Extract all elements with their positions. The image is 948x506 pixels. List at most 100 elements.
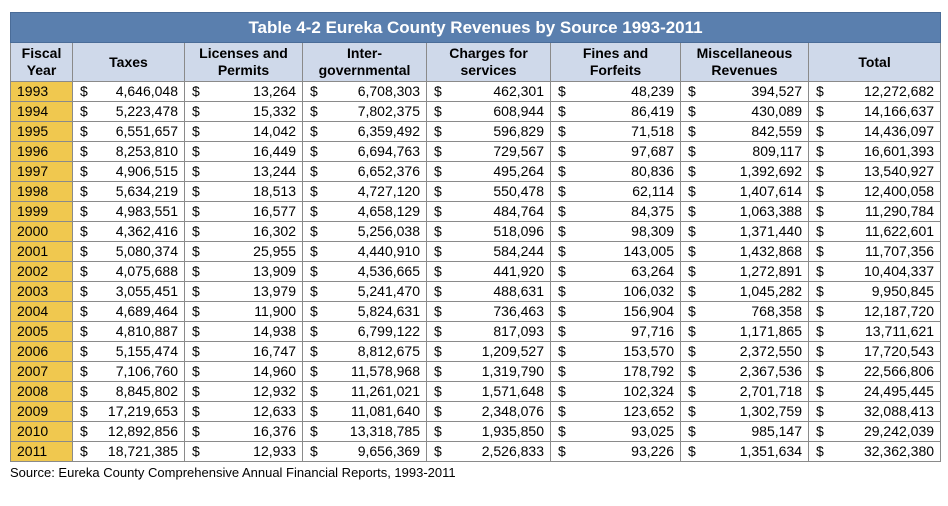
- amount-value: $11,900: [185, 302, 302, 321]
- amount-number: 17,219,653: [107, 403, 178, 419]
- amount-cell: $13,264: [184, 81, 303, 102]
- amount-number: 10,404,337: [863, 263, 935, 279]
- column-header-line: services: [460, 62, 517, 78]
- currency-symbol: $: [80, 363, 88, 379]
- amount-cell: $842,559: [680, 121, 809, 142]
- amount-cell: $1,319,790: [426, 361, 551, 382]
- amount-cell: $14,436,097: [807, 121, 942, 142]
- currency-symbol: $: [434, 323, 442, 339]
- amount-value: $17,219,653: [73, 402, 184, 421]
- amount-number: 1,209,527: [481, 343, 544, 359]
- amount-number: 98,309: [631, 223, 674, 239]
- currency-symbol: $: [80, 443, 88, 459]
- amount-cell: $4,536,665: [302, 261, 427, 282]
- amount-value: $729,567: [427, 142, 550, 161]
- amount-value: $596,829: [427, 122, 550, 141]
- amount-number: 84,375: [631, 203, 674, 219]
- amount-value: $495,264: [427, 162, 550, 181]
- amount-value: $18,513: [185, 182, 302, 201]
- currency-symbol: $: [434, 143, 442, 159]
- amount-number: 5,223,478: [115, 103, 178, 119]
- amount-cell: $32,088,413: [807, 401, 942, 422]
- amount-cell: $6,652,376: [302, 161, 427, 182]
- amount-value: $1,063,388: [681, 202, 808, 221]
- amount-number: 16,747: [253, 343, 296, 359]
- amount-value: $842,559: [681, 122, 808, 141]
- currency-symbol: $: [310, 403, 318, 419]
- amount-number: 4,362,416: [115, 223, 178, 239]
- currency-symbol: $: [434, 283, 442, 299]
- amount-cell: $5,155,474: [72, 341, 185, 362]
- column-header-line: Inter-: [347, 45, 382, 61]
- amount-cell: $5,241,470: [302, 281, 427, 302]
- amount-cell: $4,727,120: [302, 181, 427, 202]
- currency-symbol: $: [434, 183, 442, 199]
- amount-cell: $736,463: [426, 301, 551, 322]
- currency-symbol: $: [558, 283, 566, 299]
- amount-cell: $1,045,282: [680, 281, 809, 302]
- currency-symbol: $: [310, 83, 318, 99]
- amount-cell: $29,242,039: [807, 421, 942, 442]
- column-header-line: Year: [26, 62, 57, 78]
- currency-symbol: $: [310, 243, 318, 259]
- amount-value: $608,944: [427, 102, 550, 121]
- amount-cell: $1,571,648: [426, 381, 551, 402]
- column-header-line: Forfeits: [589, 62, 642, 78]
- amount-number: 9,950,845: [871, 283, 935, 299]
- amount-number: 462,301: [493, 83, 544, 99]
- amount-cell: $16,577: [184, 201, 303, 222]
- currency-symbol: $: [434, 263, 442, 279]
- amount-value: $22,566,806: [809, 362, 940, 381]
- amount-number: 550,478: [493, 183, 544, 199]
- amount-value: $4,727,120: [303, 182, 426, 201]
- currency-symbol: $: [688, 363, 696, 379]
- amount-number: 1,371,440: [739, 223, 802, 239]
- amount-number: 4,810,887: [115, 323, 178, 339]
- amount-cell: $1,171,865: [680, 321, 809, 342]
- amount-cell: $11,900: [184, 301, 303, 322]
- amount-value: $12,187,720: [809, 302, 940, 321]
- amount-cell: $12,933: [184, 441, 303, 462]
- amount-number: 14,960: [253, 363, 296, 379]
- amount-value: $12,272,682: [809, 82, 940, 101]
- amount-value: $1,935,850: [427, 422, 550, 441]
- currency-symbol: $: [80, 283, 88, 299]
- currency-symbol: $: [80, 383, 88, 399]
- amount-cell: $1,063,388: [680, 201, 809, 222]
- amount-cell: $13,318,785: [302, 421, 427, 442]
- amount-number: 4,983,551: [115, 203, 178, 219]
- amount-cell: $17,720,543: [807, 341, 942, 362]
- amount-number: 1,571,648: [481, 383, 544, 399]
- amount-cell: $13,979: [184, 281, 303, 302]
- amount-cell: $4,906,515: [72, 161, 185, 182]
- amount-cell: $5,223,478: [72, 101, 185, 122]
- amount-value: $29,242,039: [809, 422, 940, 441]
- amount-value: $2,526,833: [427, 442, 550, 461]
- amount-value: $11,578,968: [303, 362, 426, 381]
- amount-value: $1,407,614: [681, 182, 808, 201]
- currency-symbol: $: [816, 283, 824, 299]
- table-row: 1995 $6,551,657 $14,042 $6,359,492 $596,829 $…: [10, 121, 942, 142]
- currency-symbol: $: [816, 343, 824, 359]
- amount-value: $16,577: [185, 202, 302, 221]
- currency-symbol: $: [816, 423, 824, 439]
- amount-cell: $11,707,356: [807, 241, 942, 262]
- currency-symbol: $: [816, 183, 824, 199]
- amount-number: 5,824,631: [357, 303, 420, 319]
- column-header-line: Taxes: [109, 53, 148, 70]
- amount-number: 12,272,682: [863, 83, 935, 99]
- amount-value: $1,272,891: [681, 262, 808, 281]
- currency-symbol: $: [310, 363, 318, 379]
- amount-cell: $16,747: [184, 341, 303, 362]
- amount-value: $71,518: [551, 122, 680, 141]
- amount-cell: $584,244: [426, 241, 551, 262]
- amount-value: $11,622,601: [809, 222, 940, 241]
- amount-value: $123,652: [551, 402, 680, 421]
- amount-value: $8,812,675: [303, 342, 426, 361]
- amount-value: $143,005: [551, 242, 680, 261]
- amount-cell: $22,566,806: [807, 361, 942, 382]
- amount-number: 11,578,968: [350, 363, 420, 379]
- amount-number: 13,540,927: [863, 163, 935, 179]
- amount-number: 8,812,675: [357, 343, 420, 359]
- amount-value: $518,096: [427, 222, 550, 241]
